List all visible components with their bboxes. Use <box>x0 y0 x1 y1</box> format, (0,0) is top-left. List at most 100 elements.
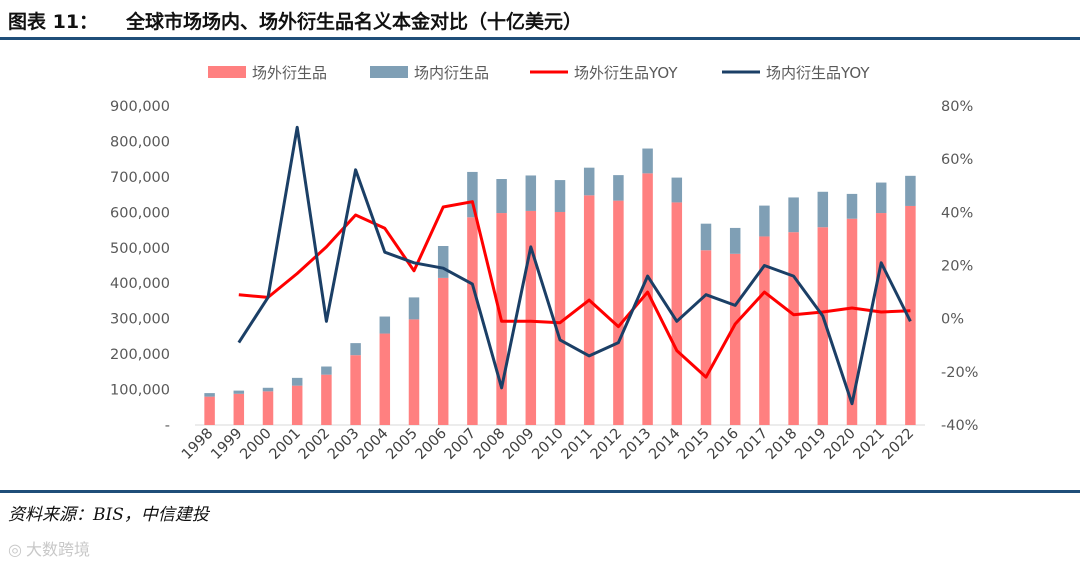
bar-exchange <box>759 205 770 237</box>
x-tick-label: 2013 <box>617 426 654 463</box>
legend-label: 场外衍生品YOY <box>574 64 678 82</box>
y-right-tick-label: -20% <box>941 365 978 381</box>
bar-otc <box>875 213 887 425</box>
bar-otc <box>379 333 391 425</box>
bar-otc <box>817 227 829 425</box>
x-tick-label: 2010 <box>529 426 566 463</box>
derivatives-chart: - 100,000 200,000 300,000 400,000 500,000 600,… <box>110 64 978 463</box>
x-tick-label: 2017 <box>734 426 771 463</box>
x-tick-label: 2018 <box>763 426 800 463</box>
figure-label: 图表 11： <box>8 11 99 33</box>
x-tick-label: 2008 <box>471 426 508 463</box>
bar-otc <box>204 396 215 425</box>
bar-otc <box>905 205 916 425</box>
bar-exchange <box>437 246 449 278</box>
legend-label: 场内衍生品 <box>414 64 489 82</box>
y-right-tick-label: 20% <box>941 259 973 275</box>
bar-otc <box>350 355 361 425</box>
x-tick-label: 2016 <box>705 426 742 463</box>
chart-title: 全球市场场内、场外衍生品名义本金对比（十亿美元） <box>126 11 583 33</box>
x-tick-label: 2015 <box>675 426 712 463</box>
y-left-tick-label: 600,000 <box>110 205 170 221</box>
bar-otc <box>233 393 245 425</box>
legend-label: 场外衍生品 <box>252 64 327 82</box>
y-left-tick-label: 500,000 <box>110 241 170 257</box>
bar-exchange <box>700 223 712 251</box>
legend-label: 场内衍生品YOY <box>766 64 870 82</box>
watermark-text: 大数跨境 <box>25 540 90 559</box>
x-tick-label: 2019 <box>792 426 829 463</box>
y-left-tick-label: 800,000 <box>110 134 170 150</box>
bar-otc <box>437 277 449 425</box>
y-left-tick-label: 700,000 <box>110 170 170 186</box>
y-right-tick-label: 0% <box>941 312 964 328</box>
y-right-tick-label: -40% <box>941 418 978 434</box>
y-left-tick-label: 300,000 <box>110 312 170 328</box>
bar-exchange <box>496 179 507 214</box>
x-tick-label: 2000 <box>237 426 274 463</box>
bar-otc <box>700 250 712 425</box>
x-tick-label: 2002 <box>296 426 333 463</box>
x-tick-label: 2004 <box>354 426 391 463</box>
bar-exchange <box>408 297 420 320</box>
x-tick-label: 2009 <box>500 426 537 463</box>
line-otc-yoy <box>238 200 911 379</box>
bar-exchange <box>233 390 245 394</box>
y-left-tick-label: 900,000 <box>110 99 170 115</box>
legend-swatch <box>208 66 246 78</box>
x-tick-label: 1999 <box>208 426 245 463</box>
x-tick-label: 2011 <box>559 426 596 463</box>
y-left-tick-label: 100,000 <box>110 383 170 399</box>
y-left-tick-label: 400,000 <box>110 276 170 292</box>
y-left-tick-label: - <box>165 418 170 434</box>
bar-otc <box>467 217 478 425</box>
bar-exchange <box>262 387 274 392</box>
bar-exchange <box>846 193 858 219</box>
bar-otc <box>554 211 566 425</box>
bar-exchange <box>525 175 537 211</box>
chart-container: - 100,000 200,000 300,000 400,000 500,000 600,… <box>0 43 1080 490</box>
bar-exchange <box>875 182 887 214</box>
bar-exchange <box>554 180 566 212</box>
y-right-tick-label: 40% <box>941 205 973 221</box>
legend-swatch <box>370 66 408 78</box>
bar-exchange <box>729 227 741 254</box>
bar-exchange <box>671 177 683 203</box>
bar-otc <box>262 391 274 425</box>
x-tick-label: 2006 <box>413 426 450 463</box>
bar-exchange <box>321 366 332 375</box>
bar-exchange <box>905 175 916 206</box>
x-tick-label: 2001 <box>267 426 304 463</box>
source-note: 资料来源：BIS，中信建投 <box>8 505 209 525</box>
x-tick-label: 2022 <box>880 426 917 463</box>
bar-otc <box>613 200 624 425</box>
bar-exchange <box>204 393 215 397</box>
line-exchange-yoy <box>237 125 912 406</box>
bar-exchange <box>583 167 595 196</box>
watermark: ◎ 大数跨境 <box>8 536 90 560</box>
y-right-tick-label: 60% <box>941 152 973 168</box>
bar-exchange <box>467 171 478 218</box>
bar-exchange <box>788 197 799 233</box>
bar-otc <box>408 319 420 425</box>
x-tick-label: 2020 <box>821 426 858 463</box>
bar-otc <box>642 173 653 425</box>
bar-otc <box>321 374 332 425</box>
x-tick-label: 2005 <box>383 426 420 463</box>
logo-icon: ◎ <box>8 540 22 559</box>
x-tick-label: 1998 <box>179 426 216 463</box>
title-bar: 图表 11： 全球市场场内、场外衍生品名义本金对比（十亿美元） <box>0 0 1080 40</box>
bar-otc <box>671 202 683 425</box>
bar-otc <box>759 236 770 425</box>
x-tick-label: 2012 <box>588 426 625 463</box>
x-tick-label: 2007 <box>442 426 479 463</box>
bar-otc <box>846 218 858 425</box>
bar-exchange <box>291 377 303 386</box>
bar-exchange <box>350 343 361 356</box>
bar-otc <box>291 385 303 425</box>
x-tick-label: 2021 <box>851 426 888 463</box>
bottom-rule <box>0 490 1080 493</box>
bar-otc <box>583 195 595 425</box>
bar-otc <box>788 232 799 425</box>
y-left-tick-label: 200,000 <box>110 347 170 363</box>
